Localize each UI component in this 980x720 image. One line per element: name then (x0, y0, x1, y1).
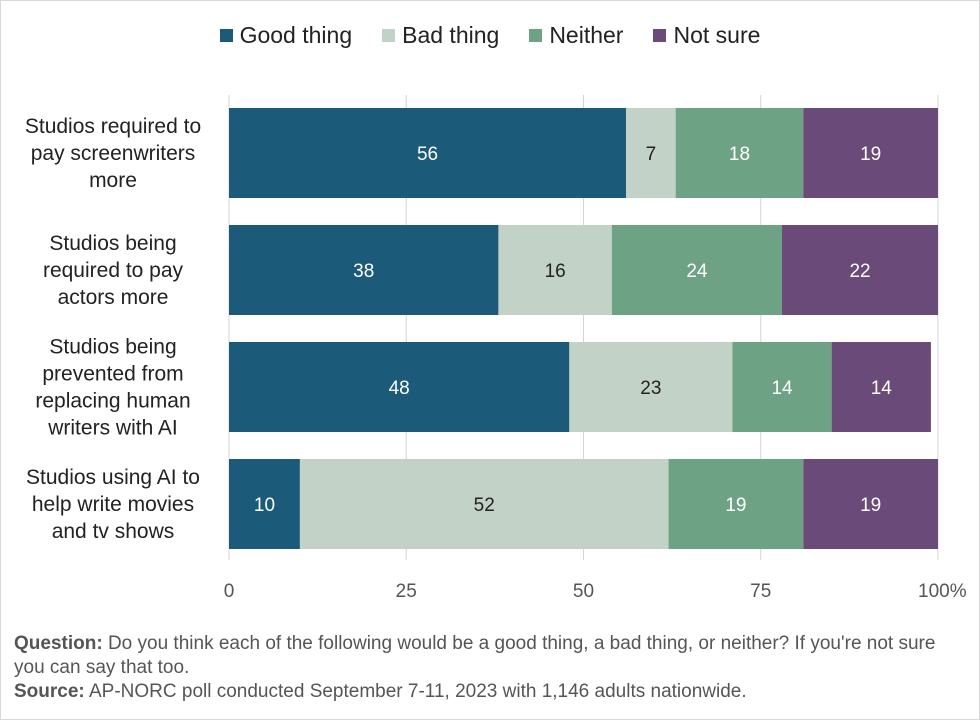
x-tick-label-1: 25 (396, 581, 417, 602)
legend-item-not-sure: Not sure (653, 22, 760, 49)
data-label-1-good-thing: 56 (417, 144, 438, 165)
bar-2-not-sure (782, 225, 938, 315)
category-label-line: Studios required to (25, 115, 201, 138)
bar-2-neither (611, 225, 783, 315)
data-label-3-not-sure: 14 (871, 378, 893, 399)
footnote: Question: Do you think each of the follo… (14, 632, 969, 704)
category-label-line: help write movies (32, 493, 194, 516)
data-label-1-not-sure: 19 (860, 144, 881, 165)
data-label-2-not-sure: 22 (849, 261, 870, 282)
bar-3-neither (732, 342, 832, 432)
category-label-line: required to pay (43, 259, 184, 282)
category-label-line: actors more (58, 286, 169, 309)
legend-label-neither: Neither (549, 22, 624, 48)
stacked-bar-chart: 56 7 18 19 Studios required to pay screenwrit… (25, 95, 967, 602)
bar-4-bad-thing (299, 459, 669, 549)
legend-swatch-not-sure (653, 29, 667, 42)
legend-label-good-thing: Good thing (239, 22, 353, 48)
data-label-2-bad-thing: 16 (545, 261, 566, 282)
legend-label-bad-thing: Bad thing (402, 22, 500, 48)
category-label-1: Studios required to pay screenwriters more (25, 115, 201, 192)
data-label-3-bad-thing: 23 (640, 378, 661, 399)
legend: Good thing Bad thing Neither Not sure (0, 22, 980, 49)
category-label-line: prevented from (42, 363, 183, 386)
legend-item-good-thing: Good thing (219, 22, 353, 49)
question-text: Do you think each of the following would… (14, 633, 936, 678)
category-label-3: Studios being prevented from replacing hum… (35, 336, 190, 440)
data-label-2-good-thing: 38 (353, 261, 374, 282)
category-label-line: Studios being (49, 232, 176, 255)
bar-3-bad-thing (569, 342, 733, 432)
category-label-line: more (89, 169, 137, 192)
question-note: Question: Do you think each of the follo… (14, 632, 969, 680)
category-label-line: and tv shows (52, 520, 175, 543)
data-label-1-bad-thing: 7 (646, 144, 657, 165)
x-tick-label-3: 75 (750, 581, 771, 602)
x-tick-label-0: 0 (224, 581, 235, 602)
legend-swatch-good-thing (219, 29, 233, 42)
data-label-4-bad-thing: 52 (474, 495, 495, 516)
category-label-line: writers with AI (47, 417, 178, 440)
source-text: AP-NORC poll conducted September 7-11, 2… (84, 681, 747, 702)
source-note: Source: AP-NORC poll conducted September… (14, 680, 969, 704)
bar-2-good-thing (229, 225, 499, 315)
category-label-line: Studios being (49, 336, 176, 359)
bar-1-good-thing (229, 108, 627, 198)
bar-4-neither (668, 459, 804, 549)
bar-3-not-sure (831, 342, 931, 432)
data-label-4-not-sure: 19 (860, 495, 881, 516)
bar-1-not-sure (803, 108, 938, 198)
source-label: Source: (14, 681, 85, 702)
data-label-4-good-thing: 10 (254, 495, 275, 516)
legend-swatch-neither (529, 29, 543, 42)
category-label-2: Studios being required to pay actors more (43, 232, 184, 309)
category-label-line: pay screenwriters (31, 142, 196, 165)
data-label-1-neither: 18 (729, 144, 750, 165)
category-label-line: replacing human (35, 390, 190, 413)
legend-item-bad-thing: Bad thing (382, 22, 499, 49)
bar-1-neither (675, 108, 804, 198)
question-label: Question: (14, 633, 103, 654)
category-label-4: Studios using AI to help write movies and … (26, 466, 200, 543)
x-tick-label-2: 50 (573, 581, 594, 602)
x-tick-label-4: 100% (918, 581, 967, 602)
legend-swatch-bad-thing (382, 29, 396, 42)
data-label-4-neither: 19 (725, 495, 746, 516)
bar-1-bad-thing (626, 108, 676, 198)
data-label-3-neither: 14 (771, 378, 793, 399)
bar-4-not-sure (803, 459, 938, 549)
category-label-line: Studios using AI to (26, 466, 200, 489)
legend-label-not-sure: Not sure (673, 22, 761, 48)
bar-2-bad-thing (498, 225, 612, 315)
data-label-2-neither: 24 (686, 261, 708, 282)
bar-4-good-thing (229, 459, 300, 549)
bar-3-good-thing (229, 342, 570, 432)
data-label-3-good-thing: 48 (389, 378, 410, 399)
legend-item-neither: Neither (529, 22, 623, 49)
